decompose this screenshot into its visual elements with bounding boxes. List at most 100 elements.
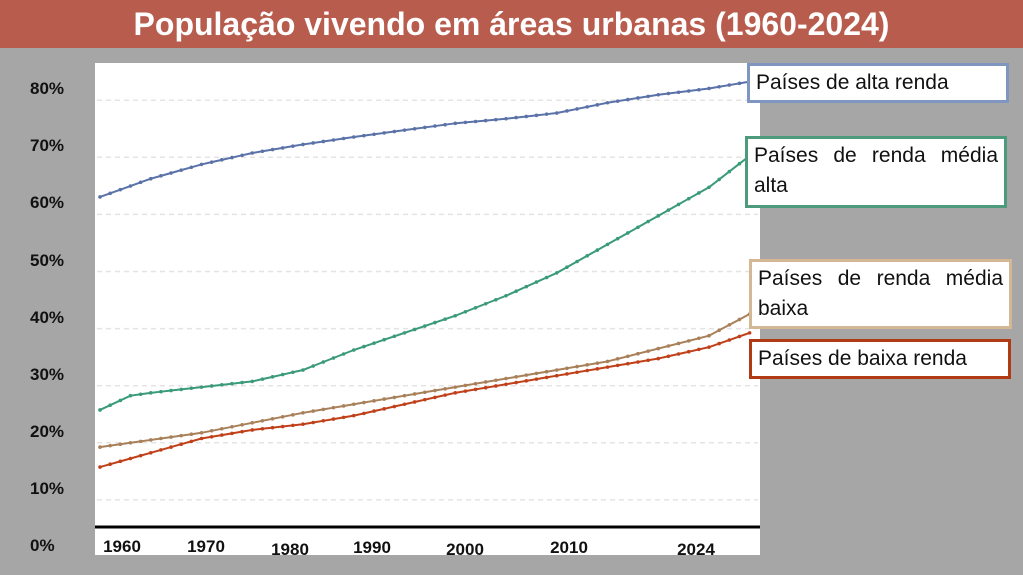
data-point (544, 112, 549, 116)
data-point (453, 121, 458, 126)
data-point (291, 370, 295, 375)
data-point (514, 380, 518, 385)
data-point (392, 395, 397, 400)
data-point (565, 366, 569, 371)
data-point (199, 436, 204, 441)
data-point (270, 425, 275, 430)
data-point (118, 442, 123, 447)
data-point (463, 383, 468, 388)
x-tick-label: 1980 (271, 540, 309, 559)
y-tick-label: 60% (30, 193, 65, 213)
data-point (595, 103, 600, 107)
data-point (372, 399, 376, 403)
data-point (311, 420, 315, 425)
data-point (148, 450, 153, 455)
data-point (189, 439, 194, 444)
data-point (636, 225, 640, 230)
data-point (554, 111, 559, 115)
data-point (727, 338, 732, 342)
x-tick-label: 2010 (550, 538, 588, 557)
data-point (169, 171, 173, 175)
data-point (392, 404, 397, 409)
data-point (686, 89, 691, 93)
data-point (159, 174, 163, 178)
data-point (666, 354, 671, 359)
data-point (280, 415, 285, 419)
y-tick-label: 30% (30, 364, 65, 384)
data-point (615, 236, 620, 241)
data-point (250, 428, 255, 432)
data-point (291, 423, 295, 428)
chart-title: População vivendo em áreas urbanas (1960… (0, 0, 1023, 48)
data-point (128, 184, 133, 188)
data-point (423, 397, 427, 402)
data-point (108, 443, 112, 448)
data-point (372, 341, 376, 345)
data-point (382, 397, 387, 401)
data-point (321, 407, 326, 412)
data-point (423, 390, 427, 395)
y-tick-label: 0% (30, 536, 55, 555)
data-point (575, 370, 579, 375)
data-point (443, 122, 447, 127)
legend-lower-middle-income: Países de renda média baixa (749, 259, 1012, 329)
data-point (544, 375, 549, 380)
data-point (280, 372, 285, 377)
data-point (138, 453, 143, 458)
data-point (250, 151, 255, 155)
data-point (595, 361, 600, 365)
data-point (514, 115, 518, 120)
y-tick-label: 50% (30, 250, 65, 270)
data-point (412, 126, 417, 131)
y-tick-label: 20% (30, 421, 65, 441)
data-point (199, 431, 204, 435)
data-point (483, 380, 488, 384)
data-point (412, 392, 417, 396)
data-point (636, 360, 640, 364)
data-point (707, 333, 711, 338)
data-point (676, 202, 681, 207)
data-point (514, 375, 518, 379)
data-point (727, 169, 732, 174)
data-point (220, 158, 224, 162)
data-point (697, 191, 701, 195)
data-point (585, 363, 589, 367)
data-point (707, 185, 711, 190)
data-point (351, 413, 356, 418)
data-point (494, 297, 498, 302)
data-point (504, 376, 508, 381)
data-point (433, 388, 437, 393)
data-point (270, 375, 275, 379)
data-point (341, 136, 346, 141)
data-point (209, 434, 214, 439)
data-point (433, 124, 437, 128)
data-point (433, 395, 437, 400)
data-point (717, 84, 721, 89)
data-point (534, 377, 539, 381)
data-point (169, 388, 173, 393)
data-point (230, 425, 234, 429)
data-point (727, 323, 732, 327)
data-point (453, 391, 458, 395)
data-point (636, 351, 640, 356)
data-point (331, 417, 336, 421)
data-point (118, 398, 123, 403)
data-point (626, 231, 630, 235)
data-point (707, 345, 711, 349)
data-point (666, 344, 671, 348)
data-point (717, 328, 721, 333)
data-point (280, 146, 285, 150)
data-point (534, 280, 539, 284)
data-point (240, 423, 244, 427)
data-point (737, 81, 742, 86)
data-point (260, 377, 265, 381)
data-point (240, 153, 244, 158)
data-point (220, 433, 224, 437)
data-point (148, 391, 153, 395)
data-point (494, 378, 498, 383)
data-point (189, 432, 194, 437)
data-point (128, 456, 133, 461)
data-point (717, 341, 721, 346)
data-point (554, 271, 559, 275)
data-point (412, 400, 417, 404)
